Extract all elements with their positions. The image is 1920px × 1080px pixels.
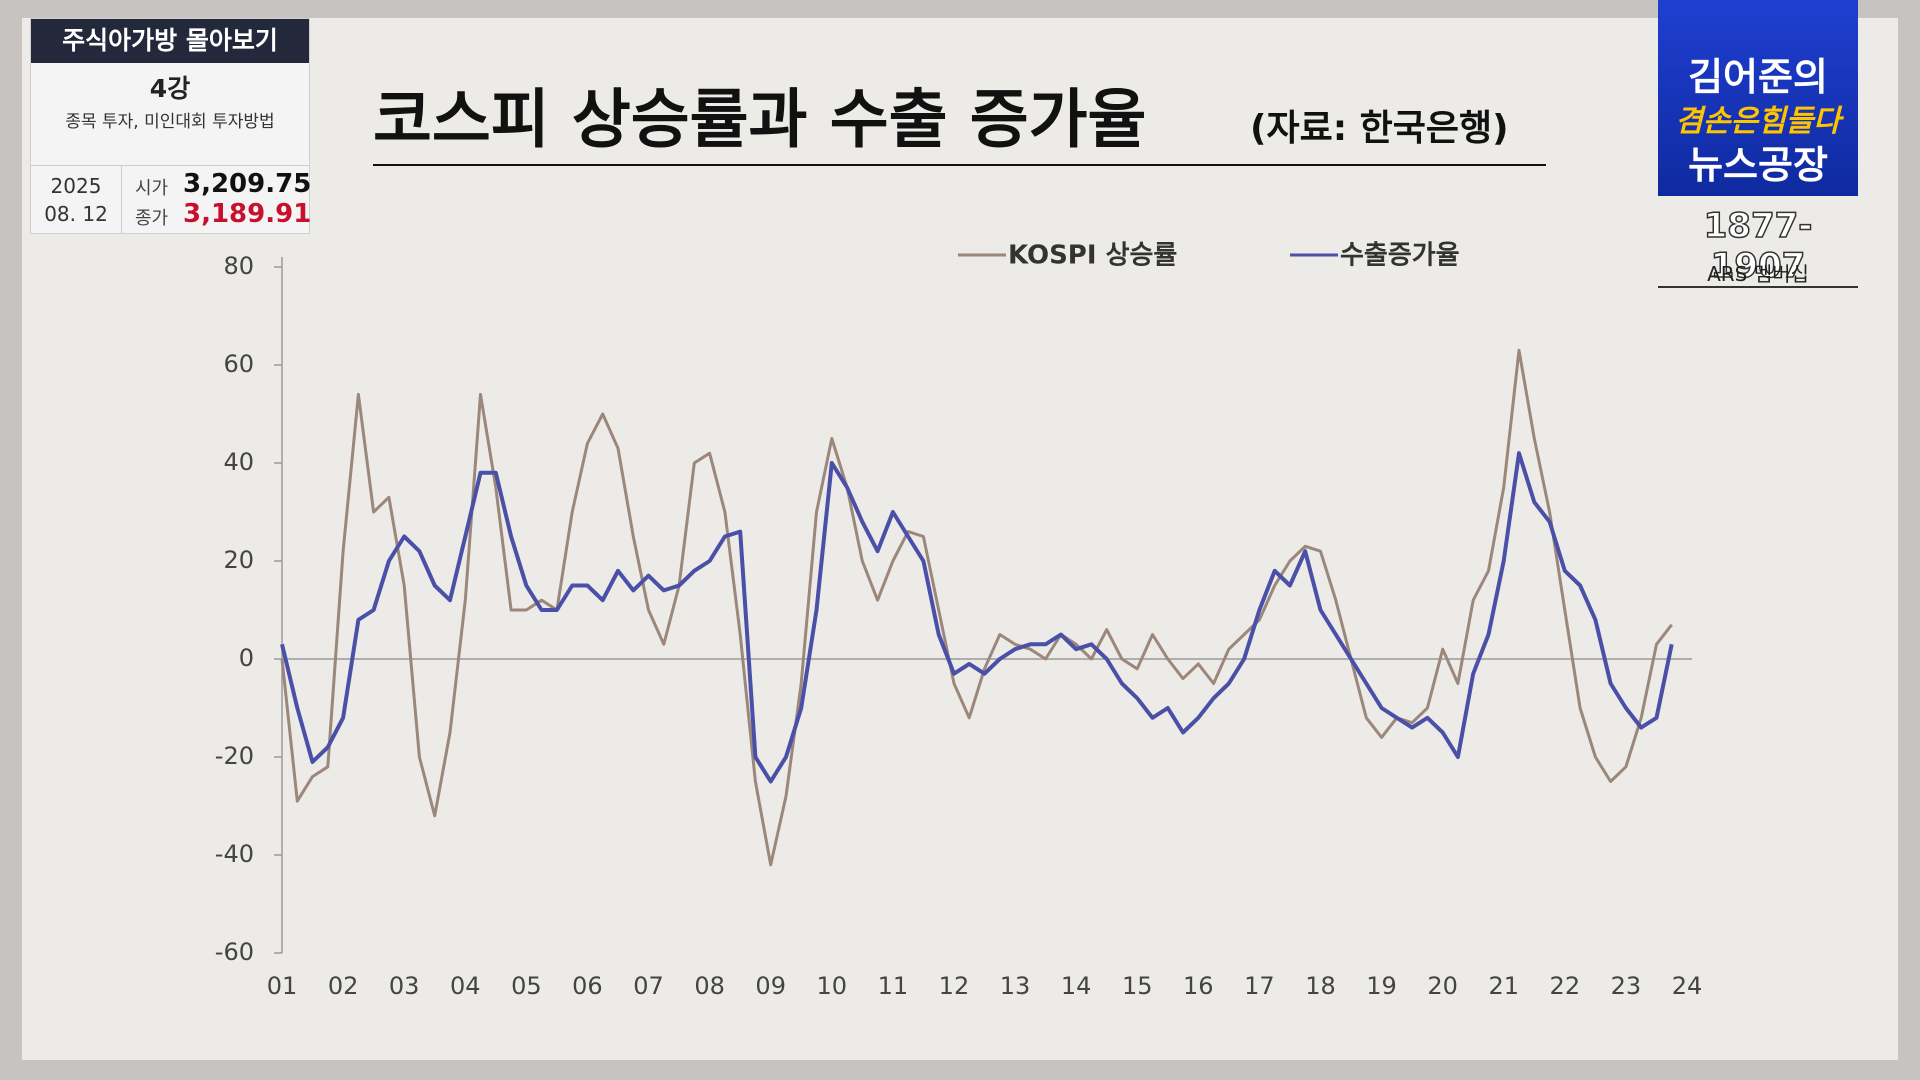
price-row: 2025 08. 12 시가 3,209.75 종가 3,189.91 [31, 165, 312, 233]
x-tick-label: 17 [1244, 972, 1275, 1000]
y-tick-label: -40 [215, 840, 254, 868]
year: 2025 [50, 174, 102, 198]
logo: 김어준의 겸손은힘들다 뉴스공장 [1658, 0, 1858, 196]
open-label: 시가 [135, 178, 169, 199]
legend-label: KOSPI 상승률 [1008, 241, 1177, 271]
logo-line2: 겸손은힘들다 [1675, 104, 1841, 139]
x-tick-label: 07 [633, 972, 664, 1000]
x-tick-label: 22 [1550, 972, 1581, 1000]
membership: ARS 멤버십 [1707, 262, 1809, 286]
x-tick-label: 05 [511, 972, 542, 1000]
series-line [280, 451, 1674, 784]
y-tick-label: 60 [223, 350, 254, 378]
x-tick-label: 04 [450, 972, 481, 1000]
y-tick-label: 20 [223, 546, 254, 574]
close-value: 3,189.91 [183, 199, 312, 229]
x-tick-label: 09 [755, 972, 786, 1000]
x-tick-label: 20 [1427, 972, 1458, 1000]
x-tick-label: 12 [939, 972, 970, 1000]
x-tick-label: 01 [267, 972, 298, 1000]
chart-title: 코스피 상승률과 수출 증가율 [373, 84, 1146, 158]
y-tick-label: 0 [239, 644, 254, 672]
x-tick-label: 21 [1488, 972, 1519, 1000]
x-tick-label: 23 [1611, 972, 1642, 1000]
logo-line1: 김어준의 [1688, 55, 1828, 99]
date: 08. 12 [44, 202, 108, 226]
series-line [280, 348, 1673, 867]
logo-line3: 뉴스공장 [1688, 143, 1828, 187]
date-cell: 2025 08. 12 [31, 166, 122, 233]
x-tick-label: 18 [1305, 972, 1336, 1000]
x-tick-label: 11 [878, 972, 909, 1000]
x-tick-label: 24 [1672, 972, 1703, 1000]
overlay-box: 주식아가방 몰아보기 4강 종목 투자, 미인대회 투자방법 2025 08. 1… [30, 18, 312, 234]
legend-label: 수출증가율 [1340, 241, 1460, 271]
chart-source: (자료: 한국은행) [1250, 108, 1509, 149]
phone: 1877-1907 [1658, 205, 1858, 288]
x-tick-label: 10 [817, 972, 848, 1000]
x-tick-label: 15 [1122, 972, 1153, 1000]
slide [22, 18, 1898, 1060]
x-tick-label: 03 [389, 972, 420, 1000]
x-tick-label: 19 [1366, 972, 1397, 1000]
y-tick-label: 80 [223, 252, 254, 280]
y-tick-label: -20 [215, 742, 254, 770]
y-tick-label: 40 [223, 448, 254, 476]
y-tick-label: -60 [215, 938, 254, 966]
x-tick-label: 08 [694, 972, 725, 1000]
x-tick-label: 13 [1000, 972, 1031, 1000]
x-tick-label: 06 [572, 972, 603, 1000]
x-tick-label: 14 [1061, 972, 1092, 1000]
x-tick-label: 16 [1183, 972, 1214, 1000]
close-label: 종가 [135, 208, 169, 229]
x-tick-label: 02 [328, 972, 359, 1000]
open-value: 3,209.75 [183, 169, 312, 199]
topic: 종목 투자, 미인대회 투자방법 [65, 112, 275, 132]
lecture: 4강 [149, 74, 191, 103]
overlay-header: 주식아가방 몰아보기 [31, 19, 309, 63]
